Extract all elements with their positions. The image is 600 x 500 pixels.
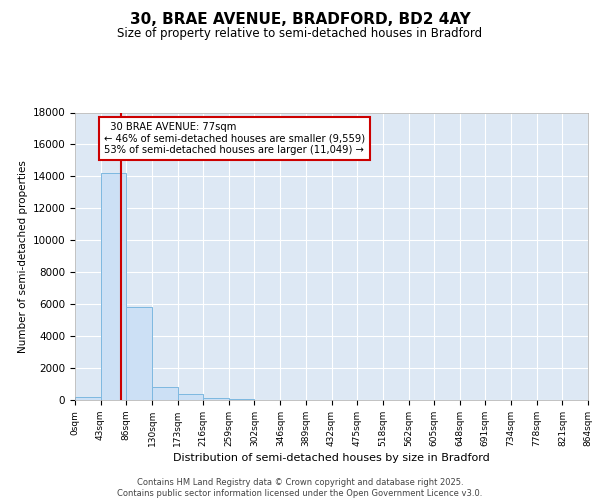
Bar bbox=[75, 397, 101, 400]
Bar bbox=[126, 308, 152, 400]
Bar bbox=[178, 394, 203, 400]
Bar bbox=[203, 398, 229, 400]
Text: Contains HM Land Registry data © Crown copyright and database right 2025.
Contai: Contains HM Land Registry data © Crown c… bbox=[118, 478, 482, 498]
Text: 30, BRAE AVENUE, BRADFORD, BD2 4AY: 30, BRAE AVENUE, BRADFORD, BD2 4AY bbox=[130, 12, 470, 28]
Bar bbox=[152, 387, 178, 400]
Bar bbox=[229, 399, 254, 400]
Bar bbox=[101, 173, 126, 400]
Text: 30 BRAE AVENUE: 77sqm
← 46% of semi-detached houses are smaller (9,559)
53% of s: 30 BRAE AVENUE: 77sqm ← 46% of semi-deta… bbox=[104, 122, 365, 156]
X-axis label: Distribution of semi-detached houses by size in Bradford: Distribution of semi-detached houses by … bbox=[173, 453, 490, 463]
Y-axis label: Number of semi-detached properties: Number of semi-detached properties bbox=[19, 160, 28, 352]
Text: Size of property relative to semi-detached houses in Bradford: Size of property relative to semi-detach… bbox=[118, 28, 482, 40]
